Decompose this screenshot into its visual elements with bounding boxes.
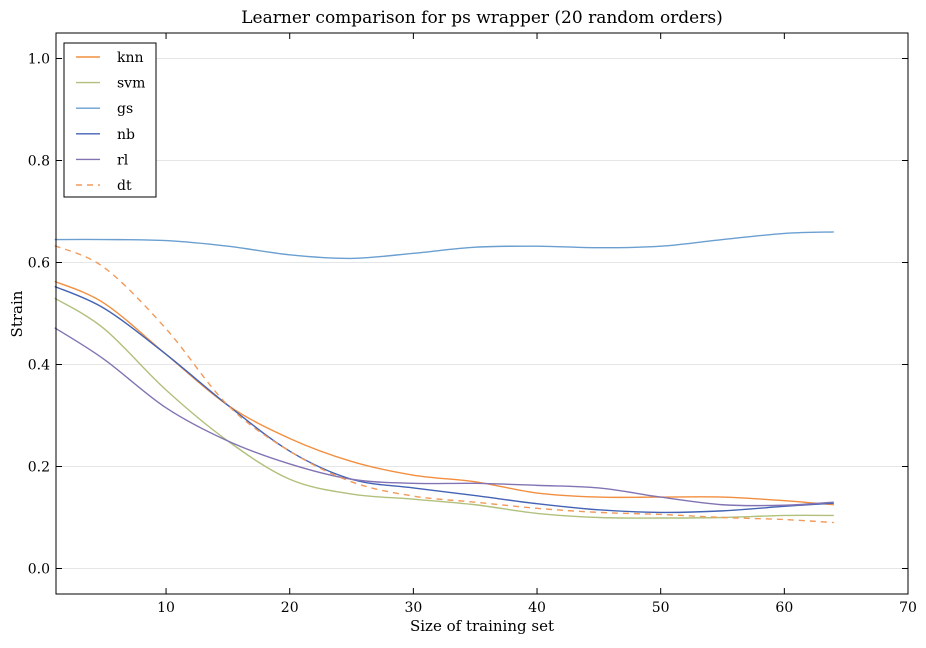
series-line-nb [54,285,834,514]
legend-label-nb: nb [117,127,135,143]
x-tick-label: 40 [528,600,546,616]
legend-label-knn: knn [117,50,144,66]
legend-label-gs: gs [117,101,133,117]
legend-label-svm: svm [117,76,145,92]
series-line-dt [54,245,834,524]
legend-label-rl: rl [117,152,129,168]
legend-box [63,42,157,198]
legend-label-dt: dt [117,178,132,194]
series-line-svm [54,297,834,519]
x-tick-label: 70 [899,600,917,616]
x-axis-label: Size of training set [410,617,554,635]
y-tick-label: 0.0 [28,562,50,578]
series-line-gs [54,231,834,260]
legend: knn svm gs nb rl dt [63,42,157,198]
series-line-knn [54,280,834,506]
y-tick-label: 0.8 [28,154,50,170]
y-axis-label: Strain [8,290,26,337]
x-tick-label: 50 [652,600,670,616]
x-tick-label: 10 [157,600,175,616]
x-tick-label: 20 [281,600,299,616]
x-tick-label: 60 [775,600,793,616]
y-tick-label: 0.4 [28,358,50,374]
series-line-rl [54,327,834,507]
y-tick-label: 0.2 [28,460,50,476]
x-tick-label: 30 [404,600,422,616]
chart-title: Learner comparison for ps wrapper (20 ra… [241,8,722,28]
y-tick-label: 0.6 [28,256,50,272]
y-tick-label: 1.0 [28,52,50,68]
plot-area-frame [55,32,909,595]
